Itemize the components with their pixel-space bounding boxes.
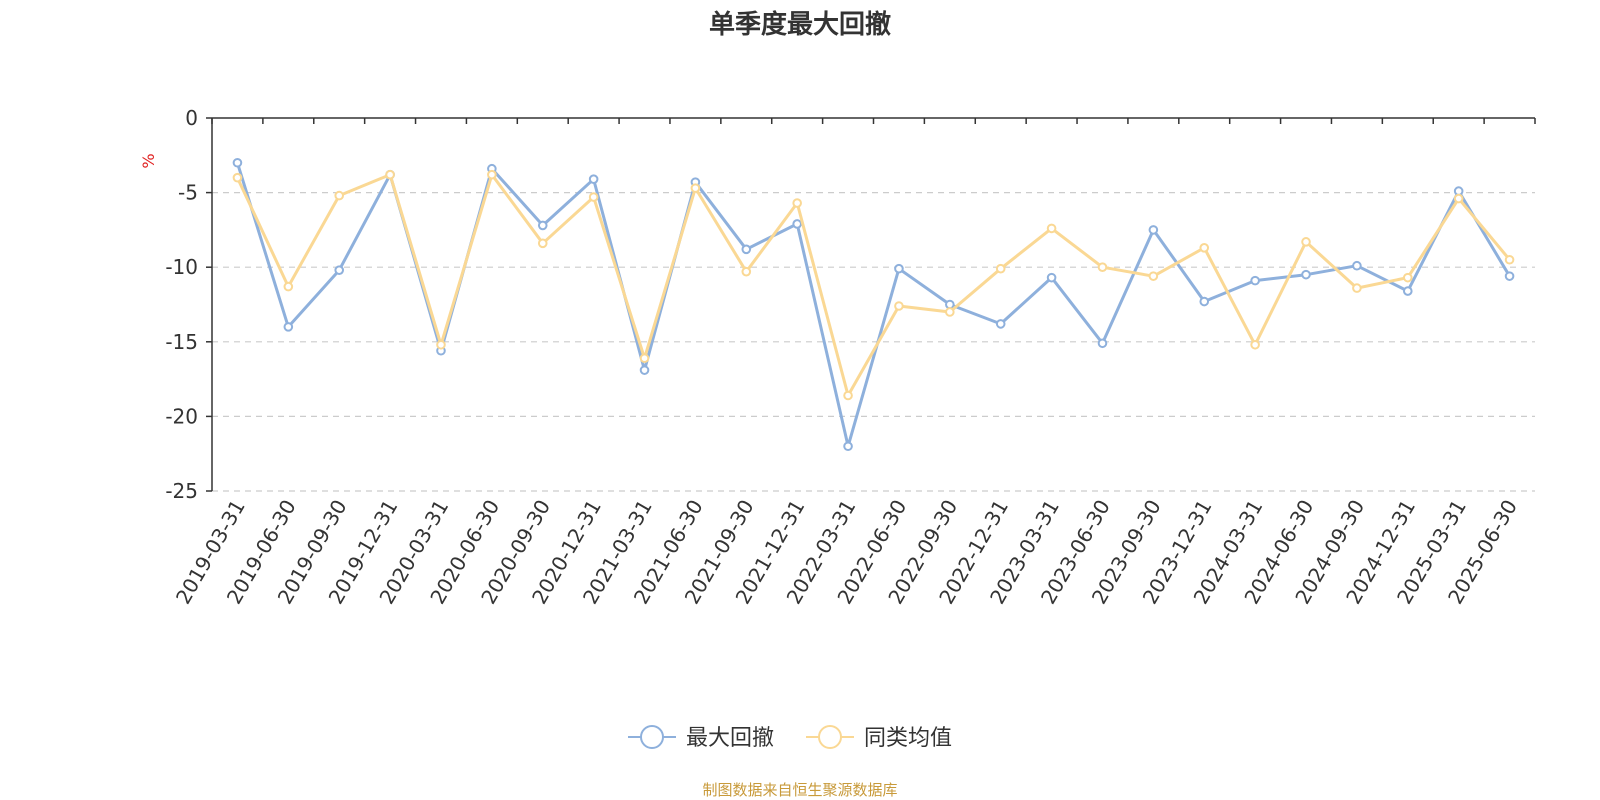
legend-marker [640,725,664,749]
data-point [894,263,904,274]
y-tick-label: -10 [165,255,198,279]
data-point [1402,286,1413,296]
y-tick-label: 0 [185,106,198,130]
y-tick-label: -5 [178,181,198,205]
series-2 [232,169,1515,401]
data-point [537,238,548,249]
data-point [1504,254,1515,265]
data-point [1097,262,1108,273]
series-lines [232,157,1515,452]
data-point [334,265,345,275]
data-point [588,192,599,202]
data-point [1453,193,1464,204]
data-point [843,441,853,452]
legend-label: 同类均值 [864,726,952,751]
series-1 [232,157,1515,452]
legend-label: 最大回撤 [686,726,774,751]
series-line [236,173,1511,397]
data-point [639,365,650,375]
legend-item-2[interactable]: 同类均值 [806,725,952,751]
data-point [741,244,752,255]
data-point [1352,260,1362,271]
y-axis-label: % [139,153,158,168]
data-point [995,263,1006,274]
y-tick-label: -15 [165,330,198,354]
data-point [690,183,701,193]
data-point [537,220,548,231]
data-point [1148,225,1159,235]
data-point [1504,271,1515,281]
legend[interactable]: 最大回撤 同类均值 [628,725,952,751]
chart-title: 单季度最大回撤 [708,10,891,40]
data-point [843,390,853,401]
y-tick-label: -25 [165,479,198,503]
data-point [1097,338,1108,349]
data-point [232,157,243,168]
data-point [639,353,650,364]
data-point [283,281,294,292]
legend-item-1[interactable]: 最大回撤 [628,725,774,751]
data-point [792,198,802,208]
data-point [334,190,345,201]
data-point [1046,223,1057,234]
source-note: 制图数据来自恒生聚源数据库 [702,781,898,799]
data-point [385,169,395,180]
data-point [1199,296,1210,307]
data-point [1250,275,1260,286]
data-point [1148,271,1159,281]
data-point [741,266,752,277]
data-point [588,174,599,184]
data-point [487,169,497,180]
data-point [232,172,243,183]
data-point [1046,272,1057,283]
data-point [792,219,802,229]
data-point [1250,339,1260,350]
legend-marker [818,725,842,749]
data-point [894,301,904,311]
data-point [1301,269,1311,280]
y-tick-label: -20 [165,404,198,428]
data-point [436,339,446,350]
data-point [283,322,294,332]
data-point [995,319,1006,329]
data-point [1301,237,1311,247]
data-point [1402,272,1413,283]
data-point [1199,243,1210,253]
data-point [945,307,955,317]
data-point [1352,283,1362,293]
grid-lines [212,192,1535,492]
